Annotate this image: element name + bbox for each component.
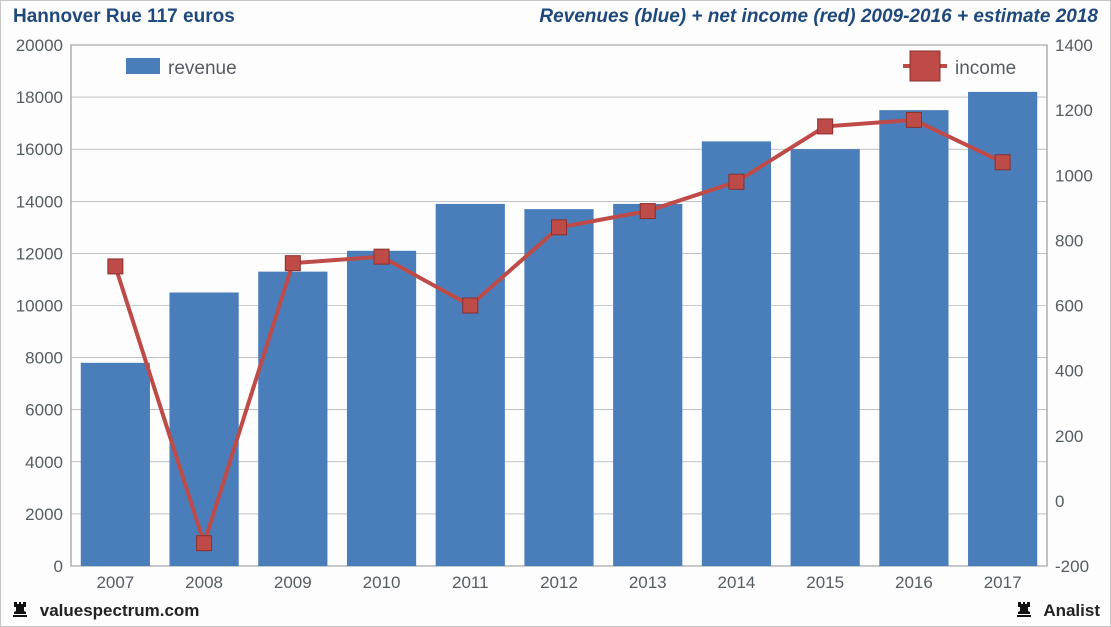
y-left-tick-label: 8000 (25, 349, 63, 368)
income-marker (729, 174, 744, 189)
plot-area: 0200040006000800010000120001400016000180… (9, 39, 1102, 594)
legend-income-marker (910, 51, 940, 81)
income-marker (552, 220, 567, 235)
y-left-tick-label: 6000 (25, 401, 63, 420)
x-tick-label: 2014 (718, 573, 756, 592)
title-right: Revenues (blue) + net income (red) 2009-… (539, 6, 1098, 28)
y-left-tick-label: 0 (54, 557, 63, 576)
x-tick-label: 2009 (274, 573, 312, 592)
chart-svg: 0200040006000800010000120001400016000180… (9, 39, 1102, 594)
x-tick-label: 2007 (96, 573, 134, 592)
income-marker (285, 256, 300, 271)
rook-icon (11, 600, 29, 623)
income-marker (463, 298, 478, 313)
revenue-bar (613, 204, 682, 566)
y-left-tick-label: 18000 (16, 88, 63, 107)
y-right-tick-label: 800 (1055, 231, 1083, 250)
legend-revenue-label: revenue (168, 58, 237, 79)
x-tick-label: 2017 (984, 573, 1022, 592)
title-left: Hannover Rue 117 euros (13, 6, 235, 28)
y-right-tick-label: 1400 (1055, 39, 1093, 55)
y-left-tick-label: 20000 (16, 39, 63, 55)
y-right-tick-label: 1000 (1055, 166, 1093, 185)
rook-icon (1015, 600, 1033, 623)
footer-right: Analist (1015, 600, 1100, 623)
income-marker (108, 259, 123, 274)
titlebar: Hannover Rue 117 euros Revenues (blue) +… (1, 1, 1110, 33)
x-tick-label: 2016 (895, 573, 933, 592)
income-marker (995, 155, 1010, 170)
x-tick-label: 2013 (629, 573, 667, 592)
income-marker (374, 249, 389, 264)
revenue-bar (436, 204, 505, 566)
x-tick-label: 2008 (185, 573, 223, 592)
revenue-bar (702, 141, 771, 566)
revenue-bar (169, 292, 238, 566)
y-left-tick-label: 10000 (16, 297, 63, 316)
income-marker (640, 204, 655, 219)
x-tick-label: 2010 (363, 573, 401, 592)
footer-left-label: valuespectrum.com (40, 601, 200, 620)
legend-revenue-swatch (126, 58, 160, 74)
footer-left: valuespectrum.com (11, 600, 199, 623)
footer-right-label: Analist (1043, 601, 1100, 620)
y-left-tick-label: 12000 (16, 244, 63, 263)
y-left-tick-label: 14000 (16, 192, 63, 211)
legend-income-label: income (955, 58, 1016, 79)
x-tick-label: 2012 (540, 573, 578, 592)
y-right-tick-label: 200 (1055, 427, 1083, 446)
footer: valuespectrum.com Analist (1, 596, 1110, 626)
income-marker (818, 119, 833, 134)
revenue-bar (791, 149, 860, 566)
y-left-tick-label: 4000 (25, 453, 63, 472)
revenue-bar (81, 363, 150, 566)
revenue-bar (347, 251, 416, 566)
revenue-bar (258, 272, 327, 566)
x-tick-label: 2011 (452, 573, 489, 592)
x-tick-label: 2015 (806, 573, 844, 592)
revenue-bar (524, 209, 593, 566)
chart-frame: Hannover Rue 117 euros Revenues (blue) +… (0, 0, 1111, 627)
y-right-tick-label: -200 (1055, 557, 1089, 576)
y-right-tick-label: 400 (1055, 362, 1083, 381)
income-marker (906, 112, 921, 127)
revenue-bar (879, 110, 948, 566)
y-right-tick-label: 0 (1055, 492, 1064, 511)
y-left-tick-label: 16000 (16, 140, 63, 159)
y-right-tick-label: 600 (1055, 297, 1083, 316)
income-marker (197, 536, 212, 551)
y-left-tick-label: 2000 (25, 505, 63, 524)
y-right-tick-label: 1200 (1055, 101, 1093, 120)
